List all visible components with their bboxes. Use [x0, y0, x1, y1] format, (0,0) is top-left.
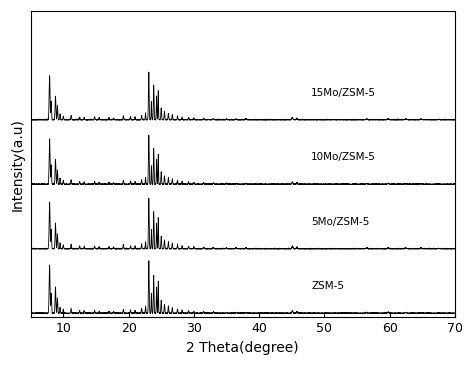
Text: 10Mo/ZSM-5: 10Mo/ZSM-5	[311, 152, 376, 162]
Text: ZSM-5: ZSM-5	[311, 281, 344, 291]
Y-axis label: Intensity(a.u): Intensity(a.u)	[11, 118, 25, 211]
Text: 5Mo/ZSM-5: 5Mo/ZSM-5	[311, 217, 370, 227]
X-axis label: 2 Theta(degree): 2 Theta(degree)	[186, 341, 299, 355]
Text: 15Mo/ZSM-5: 15Mo/ZSM-5	[311, 88, 376, 98]
